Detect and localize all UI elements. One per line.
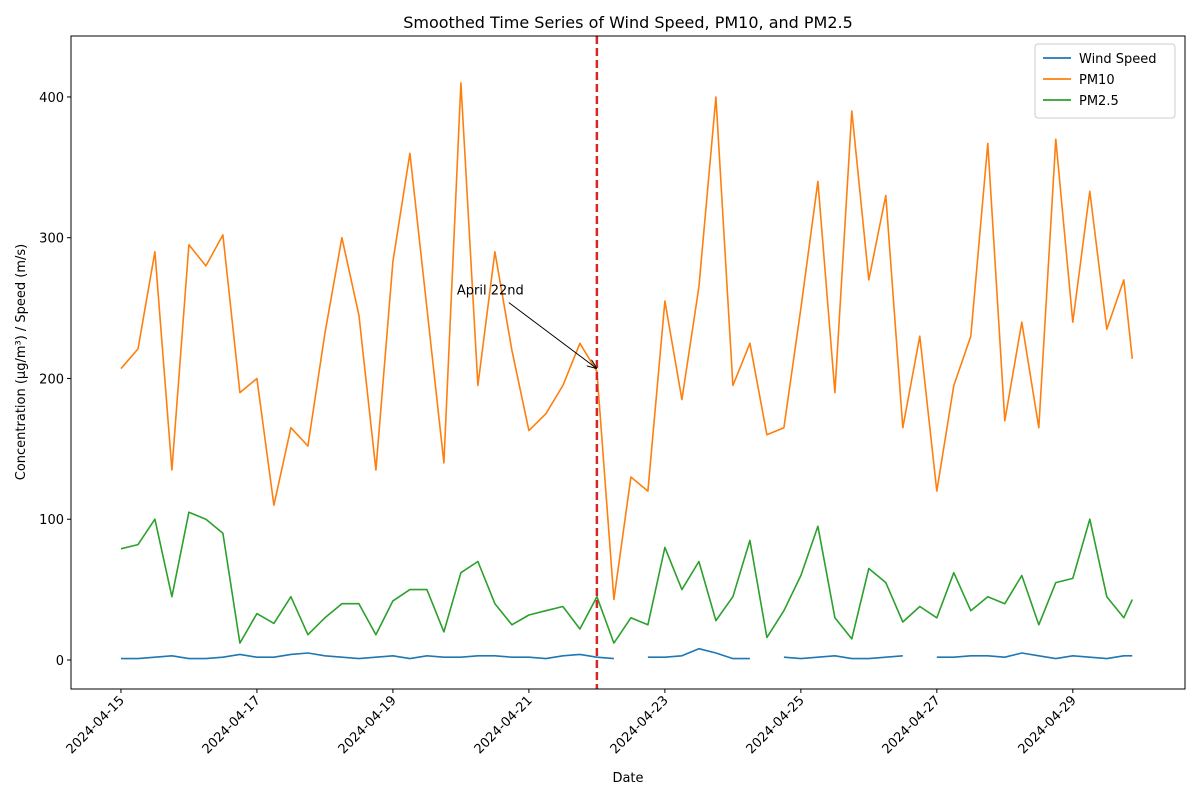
plot-frame (70, 35, 1186, 690)
x-axis-label: Date (612, 771, 643, 786)
legend-label: Wind Speed (1079, 52, 1157, 67)
annotation-text: April 22nd (457, 284, 524, 299)
series-line (121, 647, 1133, 660)
y-tick-label: 400 (39, 91, 64, 106)
legend-label: PM10 (1079, 73, 1115, 88)
annotation-arrow (508, 302, 597, 369)
chart-title: Smoothed Time Series of Wind Speed, PM10… (403, 13, 853, 32)
series-line (120, 511, 1134, 644)
y-axis-label: Concentration (µg/m³) / Speed (m/s) (14, 244, 29, 481)
y-tick-label: 100 (39, 513, 64, 528)
legend: Wind Speed PM10 PM2.5 (1034, 43, 1176, 119)
legend-label: PM2.5 (1079, 94, 1119, 109)
y-tick-label: 0 (56, 654, 64, 669)
series-line (120, 82, 1134, 601)
y-tick-label: 200 (39, 372, 64, 387)
y-tick-label: 300 (39, 232, 64, 247)
